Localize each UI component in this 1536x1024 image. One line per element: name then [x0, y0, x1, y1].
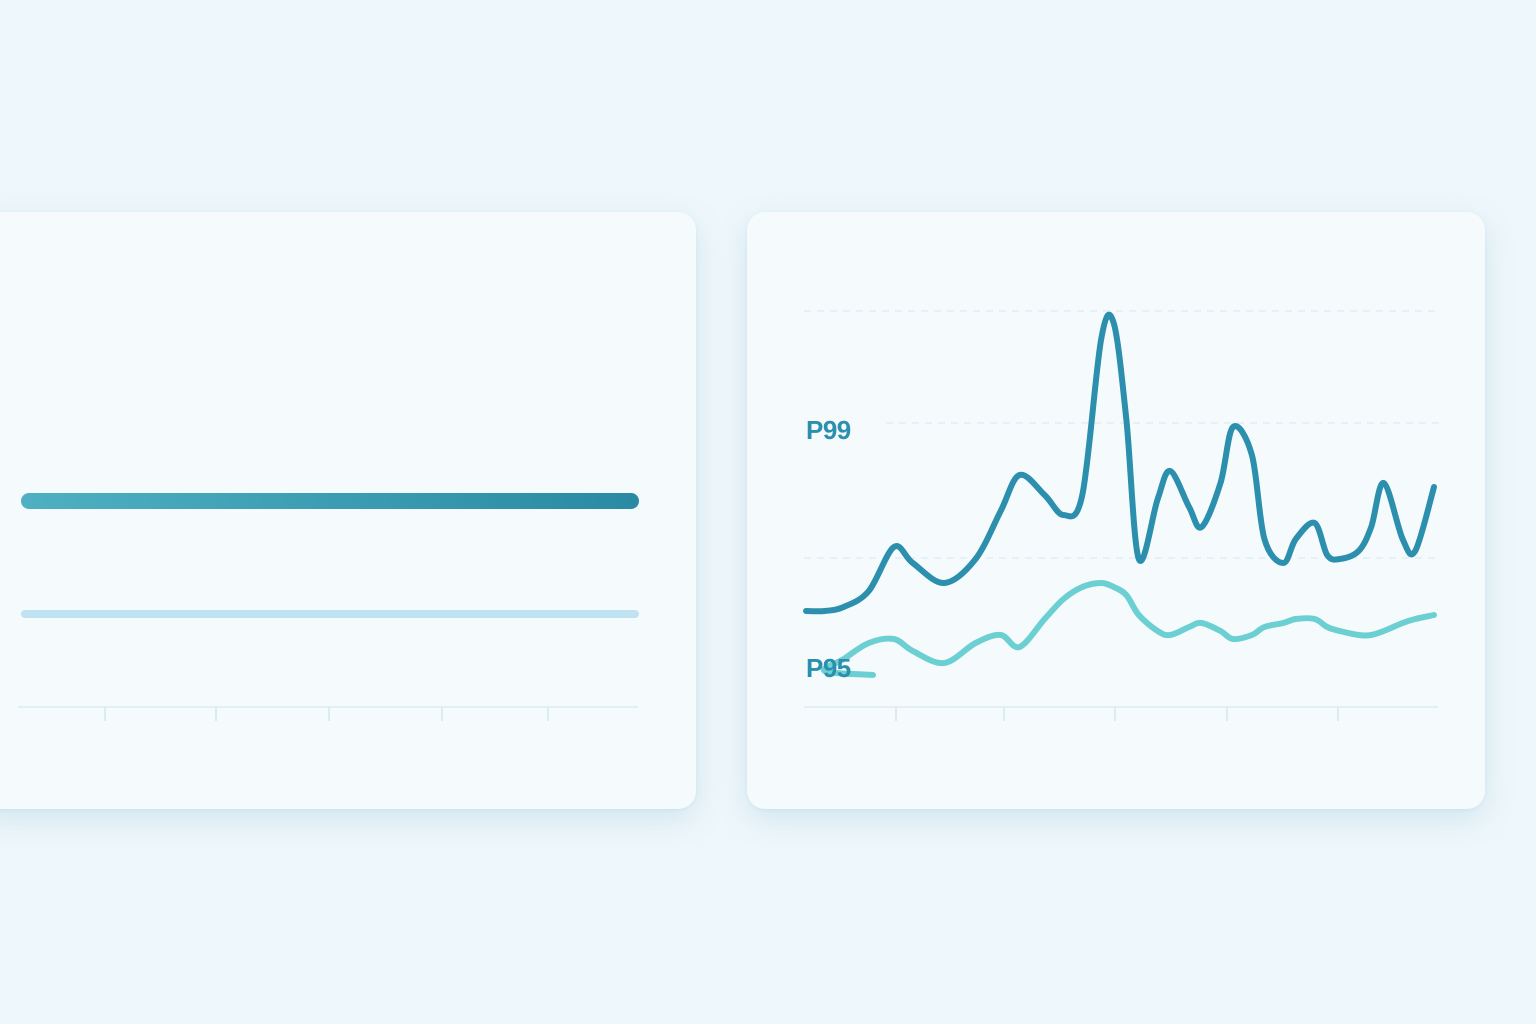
left-chart-card	[0, 212, 696, 809]
series-label-p95: P95	[806, 653, 851, 683]
bar-2	[21, 610, 639, 618]
series-line-p95	[820, 580, 1437, 678]
horizontal-bar-chart	[18, 493, 639, 721]
series-label-p99: P99	[806, 415, 851, 445]
series-line-p99	[803, 311, 1437, 615]
right-chart-card: P99 P95	[747, 212, 1485, 809]
bar-1	[21, 493, 639, 509]
percentile-line-chart	[803, 310, 1440, 721]
